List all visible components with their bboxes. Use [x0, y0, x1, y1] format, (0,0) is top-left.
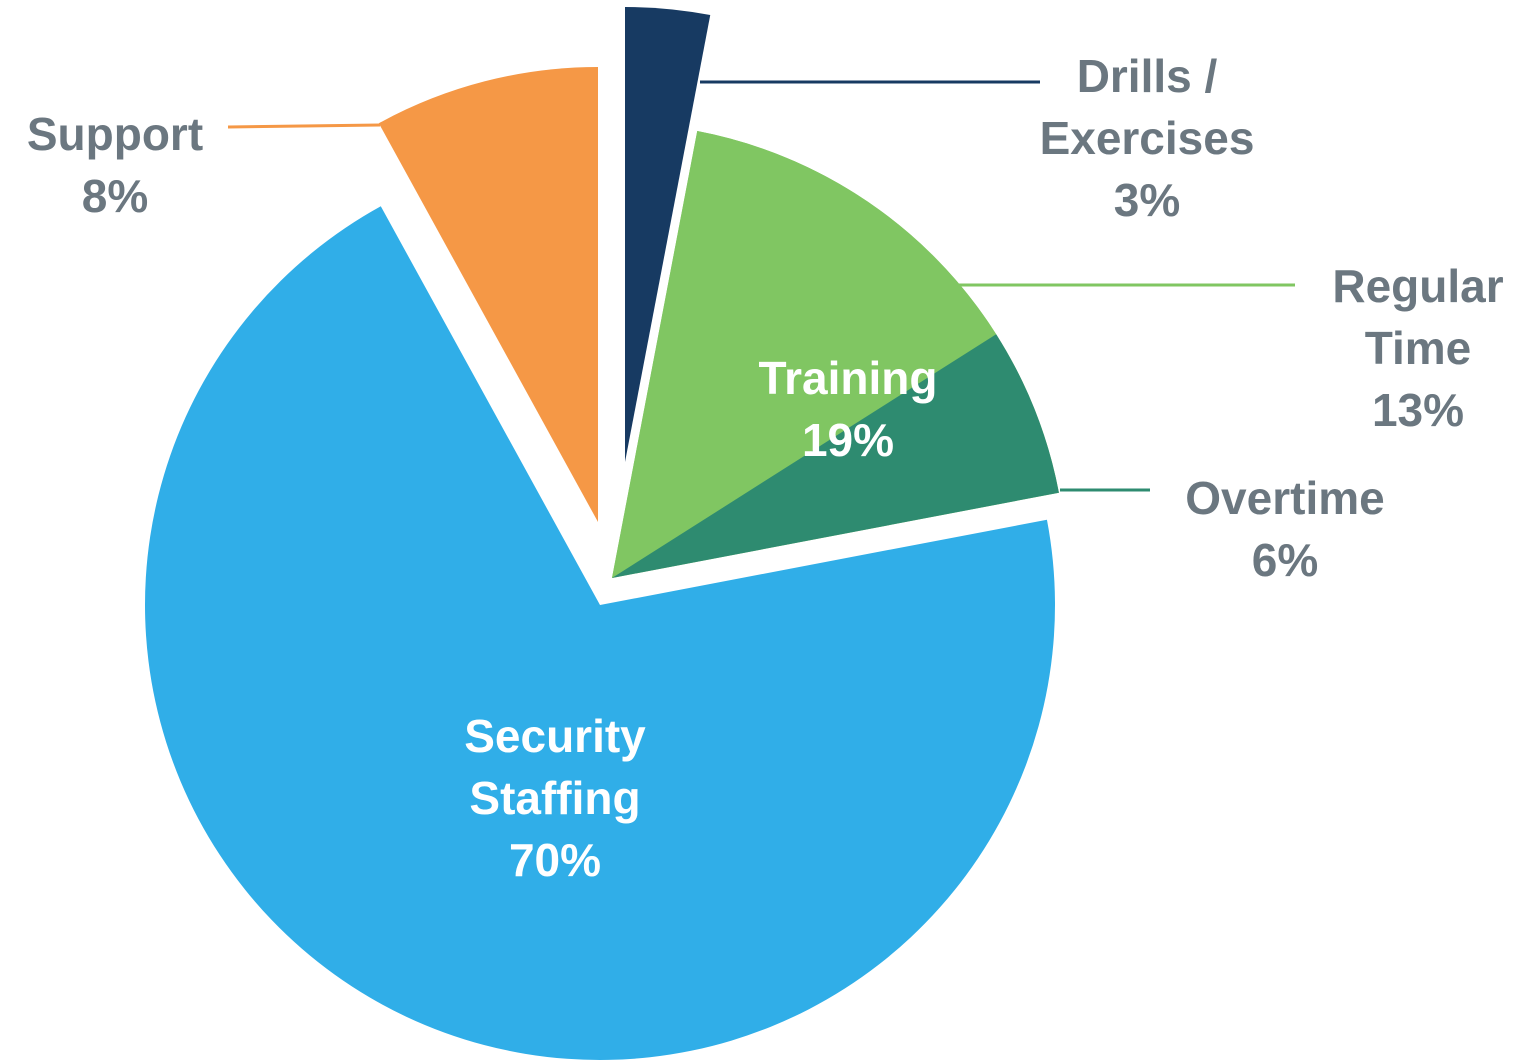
slice-label: Drills / Exercises 3% [1017, 45, 1277, 231]
label-value: 70% [508, 834, 602, 886]
leader-line [227, 123, 381, 129]
label-name: Support [26, 108, 204, 160]
label-value: 8% [81, 170, 149, 222]
label-value: 19% [801, 414, 895, 466]
label-value: 6% [1251, 534, 1319, 586]
label-name: Drills / Exercises [1039, 50, 1255, 164]
pie-slice [612, 131, 997, 578]
pie-slice [612, 334, 1059, 578]
label-name: Overtime [1185, 472, 1385, 524]
slice-label: Training 19% [718, 347, 978, 471]
slice-label: Overtime 6% [1135, 467, 1435, 591]
label-name: Regular Time [1332, 260, 1504, 374]
label-value: 3% [1113, 174, 1181, 226]
pie-slice [625, 7, 711, 462]
slice-label: Support 8% [0, 103, 235, 227]
slice-label: Security Staffing 70% [435, 705, 675, 891]
pie-slice [145, 206, 1055, 1060]
label-name: Training [758, 352, 938, 404]
label-name: Security Staffing [464, 710, 646, 824]
pie-slice [378, 67, 598, 522]
label-value: 13% [1371, 384, 1465, 436]
slice-label: Regular Time 13% [1308, 255, 1528, 441]
